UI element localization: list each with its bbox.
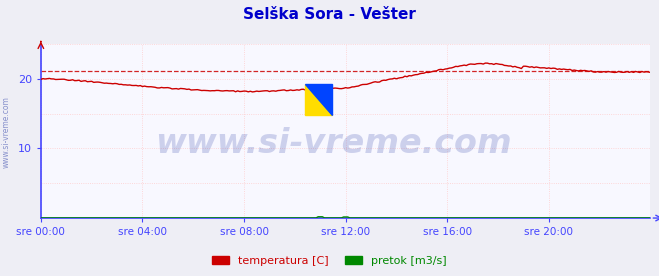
Polygon shape (305, 84, 331, 115)
Text: www.si-vreme.com: www.si-vreme.com (2, 97, 11, 168)
Polygon shape (305, 84, 331, 115)
Text: www.si-vreme.com: www.si-vreme.com (155, 127, 512, 160)
Legend: temperatura [C], pretok [m3/s]: temperatura [C], pretok [m3/s] (208, 251, 451, 270)
Text: Selška Sora - Vešter: Selška Sora - Vešter (243, 7, 416, 22)
